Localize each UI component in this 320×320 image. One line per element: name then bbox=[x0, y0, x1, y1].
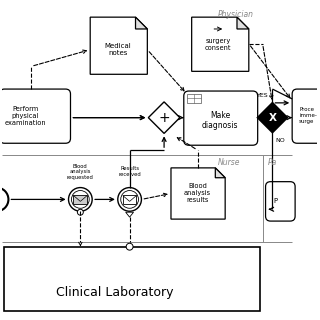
Text: Results
received: Results received bbox=[118, 166, 141, 177]
Polygon shape bbox=[171, 168, 225, 219]
Bar bbox=[187, 94, 201, 103]
Bar bbox=[123, 196, 137, 204]
Polygon shape bbox=[148, 102, 180, 133]
Text: +: + bbox=[158, 111, 170, 124]
Text: Proce
imme-
surge: Proce imme- surge bbox=[299, 108, 317, 124]
Text: Nurse: Nurse bbox=[218, 158, 241, 167]
Circle shape bbox=[77, 209, 83, 215]
Circle shape bbox=[121, 190, 139, 208]
Text: X: X bbox=[268, 113, 276, 123]
Circle shape bbox=[118, 188, 141, 211]
Text: P: P bbox=[273, 198, 277, 204]
Text: NO: NO bbox=[276, 138, 285, 143]
Circle shape bbox=[68, 188, 92, 211]
Polygon shape bbox=[135, 17, 147, 29]
Text: Medical
notes: Medical notes bbox=[104, 43, 131, 56]
Text: Pa: Pa bbox=[268, 158, 277, 167]
Bar bbox=[4, 247, 260, 311]
Circle shape bbox=[126, 243, 133, 250]
Bar bbox=[74, 196, 87, 204]
Polygon shape bbox=[258, 103, 287, 132]
Text: surgery
consent: surgery consent bbox=[205, 38, 231, 51]
Text: YES: YES bbox=[257, 93, 268, 99]
Text: Blood
analysis
results: Blood analysis results bbox=[184, 183, 211, 204]
FancyBboxPatch shape bbox=[266, 182, 295, 221]
Circle shape bbox=[71, 190, 89, 208]
Text: Blood
analysis
requested: Blood analysis requested bbox=[67, 164, 94, 180]
Text: Perform
physical
examination: Perform physical examination bbox=[4, 106, 46, 126]
FancyBboxPatch shape bbox=[184, 91, 258, 145]
Circle shape bbox=[0, 188, 8, 211]
Text: Make
diagnosis: Make diagnosis bbox=[202, 111, 238, 130]
Polygon shape bbox=[126, 212, 133, 217]
Text: Physician: Physician bbox=[218, 10, 254, 19]
Polygon shape bbox=[237, 17, 249, 29]
Polygon shape bbox=[90, 17, 147, 74]
Text: Clinical Laboratory: Clinical Laboratory bbox=[56, 286, 173, 300]
FancyBboxPatch shape bbox=[292, 89, 320, 143]
FancyBboxPatch shape bbox=[0, 89, 70, 143]
Polygon shape bbox=[215, 168, 225, 178]
Polygon shape bbox=[192, 17, 249, 71]
